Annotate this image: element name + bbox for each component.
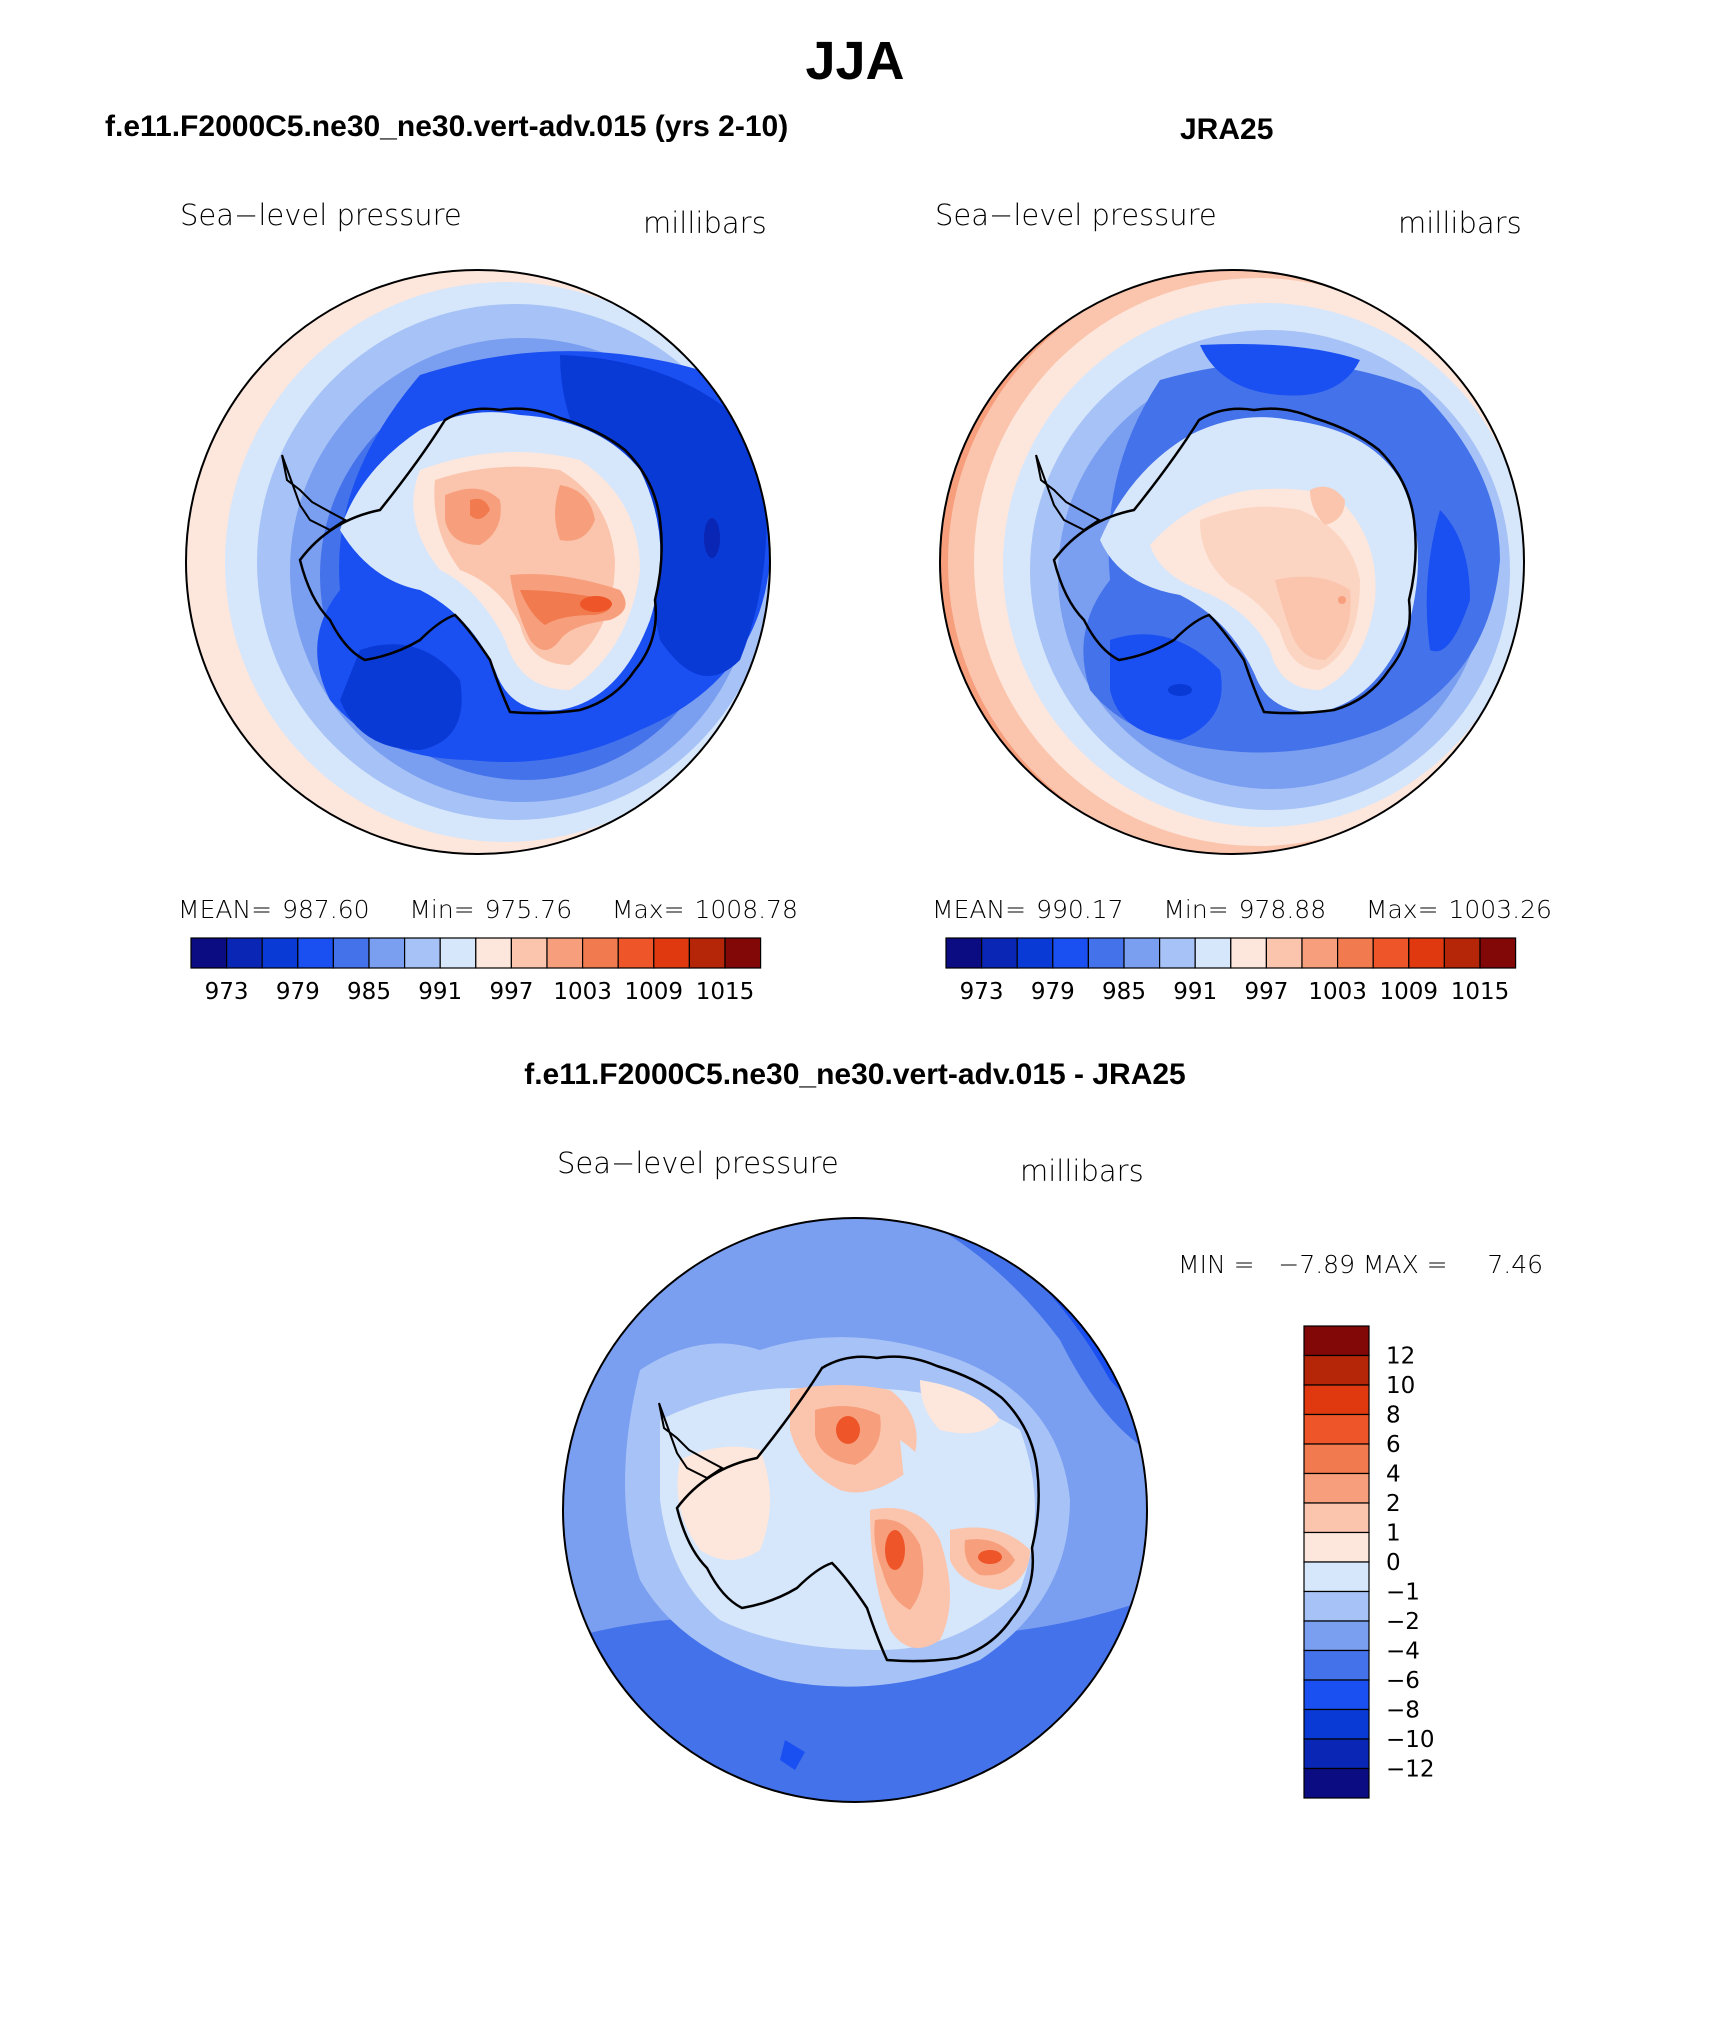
colorbar-swatch	[1123, 937, 1161, 969]
colorbar-swatch	[404, 937, 441, 969]
colorbar-tick-label: 997	[1244, 979, 1288, 1005]
colorbar-swatch	[226, 937, 263, 969]
panel-obs-stats: MEAN= 990.17 Min= 978.88 Max= 1003.26	[932, 895, 1552, 924]
panel-obs-units: millibars	[1398, 206, 1522, 240]
colorbar-tick-label: 973	[960, 979, 1004, 1005]
colorbar-swatch	[332, 937, 370, 969]
panel-diff-minmax: MIN = −7.89 MAX = 7.46	[1178, 1250, 1544, 1279]
colorbar-tick-label: 1015	[696, 979, 755, 1005]
panel-diff-variable: Sea−level pressure	[557, 1146, 839, 1180]
colorbar-swatch	[1479, 937, 1517, 969]
colorbar-swatch	[1303, 1354, 1370, 1386]
colorbar-swatch	[261, 937, 299, 969]
colorbar-swatch	[1303, 1472, 1370, 1504]
colorbar-swatch	[1303, 1679, 1370, 1711]
panel-model-variable: Sea−level pressure	[180, 198, 462, 232]
colorbar-tick-label: 973	[205, 979, 249, 1005]
colorbar-swatch	[475, 937, 512, 969]
colorbar-tick-label: 10	[1386, 1373, 1415, 1399]
colorbar-tick-label: 1009	[625, 979, 684, 1005]
colorbar-tick-label: 8	[1386, 1403, 1401, 1429]
colorbar-swatch	[1303, 1620, 1370, 1652]
colorbar-swatch	[1336, 937, 1374, 969]
colorbar-swatch	[1303, 1649, 1370, 1681]
colorbar-tick-label: 1015	[1451, 979, 1510, 1005]
colorbar-tick-label: −8	[1386, 1698, 1420, 1724]
colorbar-tick-label: −12	[1386, 1757, 1435, 1783]
colorbar-swatch	[1303, 1325, 1370, 1357]
colorbar-swatch	[368, 937, 406, 969]
panel-model-stats: MEAN= 987.60 Min= 975.76 Max= 1008.78	[178, 895, 798, 924]
colorbar-swatch	[1303, 1708, 1370, 1740]
colorbar-obs: 973 979 985 991 997 1003 1009 1015	[945, 937, 1517, 1005]
colorbar-swatch	[1301, 937, 1339, 969]
colorbar-swatch	[546, 937, 584, 969]
colorbar-tick-label: 1	[1386, 1521, 1401, 1547]
colorbar-tick-label: 979	[276, 979, 320, 1005]
colorbar-tick-label: −1	[1386, 1580, 1420, 1606]
colorbar-tick-label: 991	[418, 979, 462, 1005]
colorbar-swatch	[688, 937, 726, 969]
page-title: JJA	[805, 31, 905, 91]
colorbar-swatch	[1303, 1738, 1370, 1770]
panel-model-units: millibars	[643, 206, 767, 240]
panel-model-header: f.e11.F2000C5.ne30_ne30.vert-adv.015 (yr…	[105, 110, 789, 143]
colorbar-tick-label: 985	[347, 979, 391, 1005]
colorbar-swatch	[1372, 937, 1410, 969]
colorbar-swatch	[1303, 1590, 1370, 1622]
colorbar-swatch	[1303, 1413, 1370, 1445]
colorbar-swatch	[190, 937, 228, 969]
colorbar-tick-label: −4	[1386, 1639, 1420, 1665]
colorbar-tick-label: 6	[1386, 1432, 1401, 1458]
colorbar-tick-label: 4	[1386, 1462, 1401, 1488]
colorbar-swatch	[1158, 937, 1196, 969]
colorbar-tick-label: 12	[1386, 1344, 1415, 1370]
colorbar-tick-label: 1003	[553, 979, 612, 1005]
colorbar-tick-label: 1009	[1380, 979, 1439, 1005]
panel-diff-header: f.e11.F2000C5.ne30_ne30.vert-adv.015 - J…	[524, 1058, 1186, 1091]
colorbar-swatch	[510, 937, 548, 969]
panel-obs-variable: Sea−level pressure	[935, 198, 1217, 232]
polar-map-diff	[562, 1217, 1148, 1803]
colorbar-swatch	[1194, 937, 1232, 969]
colorbar-swatch	[1303, 1561, 1370, 1593]
colorbar-tick-label: −2	[1386, 1609, 1420, 1635]
colorbar-swatch	[1303, 1767, 1370, 1799]
colorbar-swatch	[1087, 937, 1125, 969]
colorbar-model: 973 979 985 991 997 1003 1009 1015	[190, 937, 762, 1005]
colorbar-swatch	[1016, 937, 1054, 969]
colorbar-tick-label: 1003	[1308, 979, 1367, 1005]
colorbar-swatch	[617, 937, 655, 969]
colorbar-swatch	[1303, 1502, 1370, 1534]
polar-map-obs	[939, 269, 1525, 855]
colorbar-swatch	[1230, 937, 1268, 969]
colorbar-tick-label: 997	[489, 979, 533, 1005]
panel-obs-header: JRA25	[1180, 113, 1274, 146]
colorbar-swatch	[581, 937, 619, 969]
panel-diff-units: millibars	[1020, 1154, 1144, 1188]
colorbar-swatch	[1303, 1384, 1370, 1416]
colorbar-swatch	[653, 937, 690, 969]
colorbar-swatch	[439, 937, 477, 969]
colorbar-tick-label: 0	[1386, 1550, 1401, 1576]
colorbar-tick-label: −6	[1386, 1668, 1420, 1694]
colorbar-swatch	[1408, 937, 1446, 969]
colorbar-swatch	[724, 937, 762, 969]
colorbar-tick-label: 979	[1031, 979, 1075, 1005]
colorbar-tick-label: 985	[1102, 979, 1146, 1005]
colorbar-swatch	[1052, 937, 1090, 969]
colorbar-swatch	[1303, 1531, 1370, 1563]
colorbar-swatch	[1443, 937, 1481, 969]
polar-map-model	[185, 269, 771, 855]
colorbar-tick-label: −10	[1386, 1727, 1435, 1753]
colorbar-swatch	[980, 937, 1018, 969]
colorbar-tick-label: 991	[1173, 979, 1217, 1005]
colorbar-tick-label: 2	[1386, 1491, 1401, 1517]
colorbar-swatch	[945, 937, 983, 969]
colorbar-swatch	[297, 937, 334, 969]
colorbar-swatch	[1303, 1443, 1370, 1475]
colorbar-swatch	[1265, 937, 1303, 969]
